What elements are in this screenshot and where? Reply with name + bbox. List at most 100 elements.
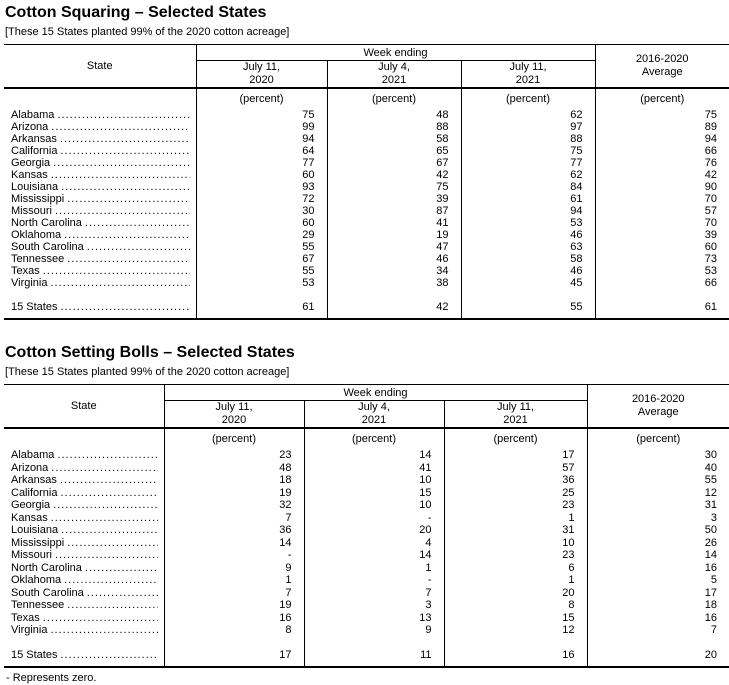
dot-leader: ........................................… bbox=[60, 486, 158, 499]
value-cell: 20 bbox=[443, 586, 587, 599]
state-cell: Virginia................................… bbox=[4, 277, 196, 289]
table-row: Missouri................................… bbox=[4, 205, 729, 217]
value-cell: 67 bbox=[195, 253, 327, 265]
value-cell: 55 bbox=[586, 474, 729, 487]
state-column-header: State bbox=[4, 44, 197, 89]
dot-leader: ........................................… bbox=[59, 474, 158, 486]
value-cell: 61 bbox=[594, 301, 729, 319]
header-row-week-ending: State Week ending 2016-2020 Average bbox=[4, 44, 729, 89]
state-name: 15 States bbox=[11, 301, 58, 313]
state-name: Arkansas bbox=[11, 474, 57, 486]
value-cell: 90 bbox=[594, 181, 729, 193]
col-header-july4-2021: July 4, 2021 bbox=[303, 400, 444, 429]
value-cell: 53 bbox=[594, 265, 729, 277]
value-cell: 26 bbox=[586, 536, 729, 549]
value-cell: 58 bbox=[326, 133, 461, 145]
table-row: Georgia.................................… bbox=[4, 499, 729, 512]
value-cell: 17 bbox=[163, 648, 304, 667]
total-row: 15 States...............................… bbox=[4, 648, 729, 667]
value-cell: 13 bbox=[303, 611, 444, 624]
spacer-row bbox=[4, 289, 729, 301]
dot-leader: ........................................… bbox=[53, 499, 157, 511]
value-cell: 8 bbox=[163, 624, 304, 637]
state-cell: Alabama.................................… bbox=[4, 109, 196, 121]
value-cell: 19 bbox=[163, 599, 304, 612]
unit-label: (percent) bbox=[586, 428, 729, 449]
dot-leader: ........................................… bbox=[51, 461, 157, 474]
value-cell: 4 bbox=[303, 536, 444, 549]
value-cell: 14 bbox=[303, 449, 444, 462]
value-cell: 10 bbox=[443, 536, 587, 549]
state-name: Louisiana bbox=[11, 181, 59, 193]
value-cell: 16 bbox=[443, 648, 587, 667]
col-header-july11-2020: July 11, 2020 bbox=[163, 400, 304, 429]
value-cell: 36 bbox=[163, 524, 304, 537]
unit-label: (percent) bbox=[303, 428, 444, 449]
footnote-represents-zero: - Represents zero. bbox=[6, 671, 97, 684]
value-cell: 23 bbox=[443, 499, 587, 512]
state-name: Arizona bbox=[11, 461, 49, 474]
value-cell: 30 bbox=[195, 205, 327, 217]
value-cell: 55 bbox=[195, 265, 327, 277]
value-cell: 20 bbox=[303, 524, 444, 537]
state-cell: South Carolina..........................… bbox=[4, 241, 196, 253]
value-cell: 88 bbox=[326, 121, 461, 133]
value-cell: 42 bbox=[326, 301, 461, 319]
table-row: Kansas..................................… bbox=[4, 169, 729, 181]
state-cell: Mississippi.............................… bbox=[4, 193, 196, 205]
value-cell: 75 bbox=[594, 109, 729, 121]
state-name: California bbox=[11, 486, 58, 499]
table-row: Mississippi.............................… bbox=[4, 193, 729, 205]
table-row: Tennessee...............................… bbox=[4, 253, 729, 265]
value-cell: 7 bbox=[163, 511, 304, 524]
state-name: California bbox=[11, 145, 58, 157]
value-cell: 16 bbox=[586, 561, 729, 574]
cotton-setting-bolls-table: State Week ending 2016-2020 Average July… bbox=[4, 384, 729, 668]
value-cell: 70 bbox=[594, 193, 729, 205]
dot-leader: ........................................… bbox=[61, 181, 189, 193]
state-cell: Tennessee...............................… bbox=[4, 253, 196, 265]
dot-leader: ........................................… bbox=[51, 121, 190, 133]
value-cell: 62 bbox=[460, 169, 595, 181]
table-row: Georgia.................................… bbox=[4, 157, 729, 169]
value-cell: 94 bbox=[594, 133, 729, 145]
state-cell: Arizona.................................… bbox=[4, 462, 164, 475]
dot-leader: ........................................… bbox=[57, 449, 158, 461]
dot-leader: ........................................… bbox=[67, 253, 189, 265]
value-cell: 39 bbox=[326, 193, 461, 205]
state-cell: Kansas..................................… bbox=[4, 512, 164, 525]
table-row: South Carolina..........................… bbox=[4, 586, 729, 599]
state-cell: Arkansas................................… bbox=[4, 133, 196, 145]
dot-leader: ........................................… bbox=[42, 611, 158, 624]
unit-label: (percent) bbox=[195, 88, 327, 109]
table-subtitle-squaring: [These 15 States planted 99% of the 2020… bbox=[5, 26, 290, 38]
value-cell: 19 bbox=[163, 486, 304, 499]
value-cell: 36 bbox=[443, 474, 587, 487]
value-cell: 15 bbox=[303, 486, 444, 499]
value-cell: 17 bbox=[586, 586, 729, 599]
value-cell: 99 bbox=[195, 121, 327, 133]
value-cell: 23 bbox=[163, 449, 304, 462]
state-name: Missouri bbox=[11, 549, 52, 561]
value-cell: 7 bbox=[586, 624, 729, 637]
state-cell bbox=[4, 289, 196, 301]
value-cell: 6 bbox=[443, 561, 587, 574]
table-row: Virginia................................… bbox=[4, 624, 729, 637]
value-cell: 53 bbox=[195, 277, 327, 289]
table-row: Louisiana...............................… bbox=[4, 524, 729, 537]
value-cell: 1 bbox=[443, 511, 587, 524]
value-cell: 19 bbox=[326, 229, 461, 241]
value-cell: 9 bbox=[303, 624, 444, 637]
value-cell: 66 bbox=[594, 277, 729, 289]
value-cell: 89 bbox=[594, 121, 729, 133]
table-title-squaring: Cotton Squaring – Selected States bbox=[5, 4, 267, 21]
table-row: Virginia................................… bbox=[4, 277, 729, 289]
header-row-dates: July 11, 2020 July 4, 2021 July 11, 2021 bbox=[4, 60, 729, 89]
value-cell: 97 bbox=[460, 121, 595, 133]
value-cell: 14 bbox=[303, 549, 444, 562]
average-column-header: 2016-2020 Average bbox=[594, 44, 729, 89]
value-cell: 40 bbox=[586, 461, 729, 474]
table-row: Arkansas................................… bbox=[4, 133, 729, 145]
state-name: Mississippi bbox=[11, 536, 65, 549]
value-cell: 48 bbox=[326, 109, 461, 121]
